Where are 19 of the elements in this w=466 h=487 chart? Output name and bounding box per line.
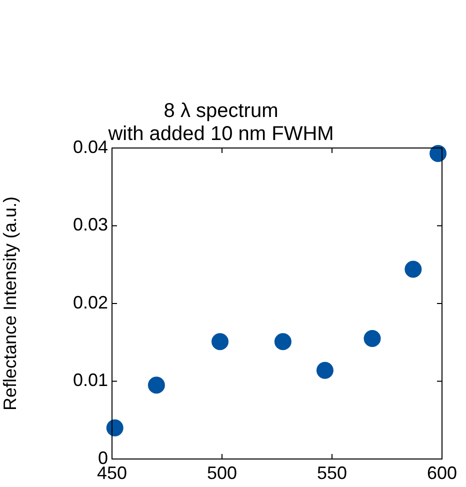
point [148,376,165,394]
y-tick-label: 0.02 [72,292,108,312]
x-tick-label: 600 [426,462,458,483]
text: 8 λ spectrum [164,100,278,122]
text: with added 10 nm FWHM [108,123,334,146]
point [430,144,447,162]
point [106,419,124,436]
point [316,362,334,379]
y-tick-label: 0 [98,448,108,468]
x-tick-label: 500 [206,462,238,483]
point [212,333,229,350]
point [404,260,422,278]
point [364,330,381,347]
y-tick-label: 0.01 [72,370,108,390]
y-axis-title: Reflectance Intensity (a.u.) [0,196,20,411]
x-tick-label: 550 [316,462,348,483]
y-tick-label: 0.04 [72,136,108,157]
point [274,333,292,350]
y-tick-label: 0.03 [72,214,108,235]
